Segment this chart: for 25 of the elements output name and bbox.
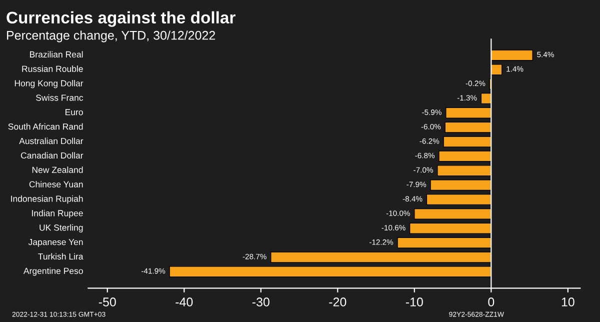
y-tick-label: Indonesian Rupiah — [11, 195, 83, 204]
y-tick-label: Japanese Yen — [28, 239, 83, 247]
y-tick-label: Brazilian Real — [30, 51, 83, 58]
y-tick-label: Canadian Dollar — [20, 152, 84, 159]
y-tick-label: Hong Kong Dollar — [14, 80, 84, 88]
y-tick-label: Australian Dollar — [19, 138, 84, 144]
y-tick-label: South African Rand — [8, 123, 83, 130]
y-tick-label: Euro — [66, 109, 83, 116]
y-tick-label: UK Sterling — [40, 224, 83, 232]
y-tick-label: Argentine Peso — [23, 268, 83, 276]
y-tick-label: Russian Rouble — [22, 66, 83, 72]
y-tick-label: Indian Rupee — [32, 210, 83, 218]
chart-title: Currencies against the dollar — [6, 11, 236, 27]
x-tick-label: -40 — [176, 298, 193, 306]
y-tick-label: Swiss Franc — [36, 94, 84, 101]
x-tick-label: 10 — [562, 298, 574, 306]
y-tick-label: New Zealand — [32, 166, 83, 173]
x-tick-label: -50 — [98, 298, 116, 306]
x-tick-label: -20 — [329, 298, 346, 306]
chart-subtitle: Percentage change, YTD, 30/12/2022 — [7, 30, 216, 42]
y-tick-label: Turkish Lira — [38, 253, 84, 260]
x-tick-label: 0 — [488, 298, 494, 306]
y-tick-label: Chinese Yuan — [29, 180, 83, 188]
x-tick-label: -30 — [252, 298, 270, 306]
x-tick-label: -10 — [406, 298, 423, 306]
